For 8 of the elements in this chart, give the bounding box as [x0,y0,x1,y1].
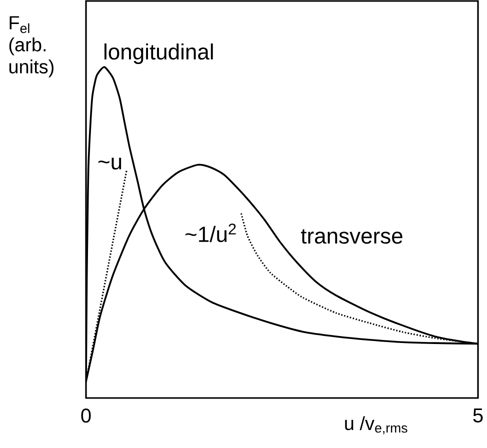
x-axis-title: u /v$_{e,rms}$ [345,416,408,434]
x-tick-label: 5 [473,408,483,422]
x-tick-label: 0 [81,408,91,423]
series-label: longitudinal [104,43,213,64]
series-label: transverse [300,229,402,244]
y-axis-title: F$_{el}$ (arb. units) [9,16,54,78]
series-label: ~u [98,158,122,170]
series-label: ~1/u$^{2}$ [186,224,236,242]
